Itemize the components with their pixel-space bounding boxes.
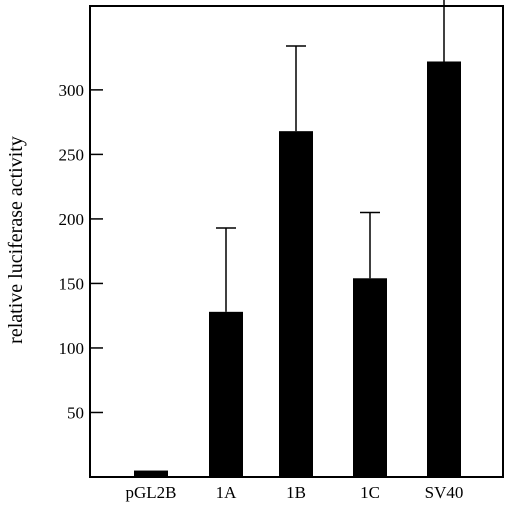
y-tick-label-250: 250	[59, 145, 85, 164]
error-bar-1b	[286, 45, 306, 132]
x-axis-labels: pGL2B 1A 1B 1C SV40	[126, 483, 464, 502]
bar-1b	[279, 131, 313, 477]
error-bars-group	[216, 0, 445, 312]
y-tick-label-200: 200	[59, 210, 85, 229]
y-axis-label: relative luciferase activity	[5, 136, 27, 344]
y-tick-label-150: 150	[59, 274, 85, 293]
bars-group	[134, 61, 461, 477]
x-tick-label-sv40: SV40	[425, 483, 464, 502]
x-tick-label-1c: 1C	[360, 483, 380, 502]
bar-1c	[353, 278, 387, 477]
y-tick-label-100: 100	[59, 339, 85, 358]
x-tick-label-1a: 1A	[216, 483, 238, 502]
x-tick-label-pgl2b: pGL2B	[126, 483, 177, 502]
error-bar-1c	[360, 211, 380, 279]
bar-pgl2b	[134, 470, 168, 477]
bar-sv40	[427, 61, 461, 477]
y-tick-label-50: 50	[67, 403, 84, 422]
x-tick-label-1b: 1B	[286, 483, 306, 502]
error-bar-1a	[216, 227, 236, 312]
y-tick-label-300: 300	[59, 81, 85, 100]
bar-1a	[209, 311, 243, 477]
error-bar-sv40	[443, 0, 445, 62]
y-axis-ticks: 50 100 150 200 250 300	[59, 81, 103, 422]
